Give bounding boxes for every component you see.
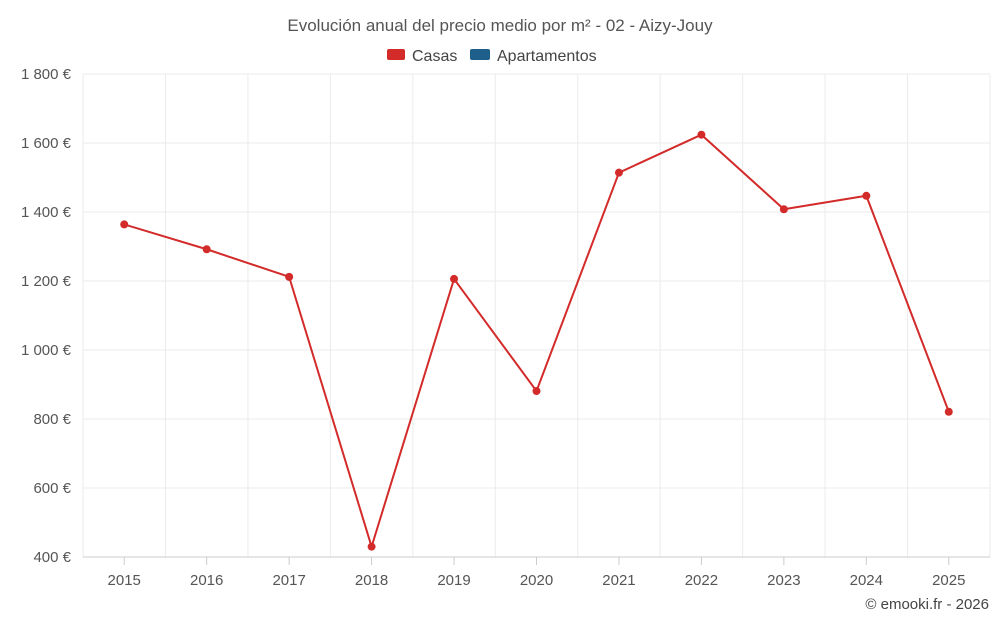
data-point-casas-2017[interactable] (285, 272, 294, 281)
x-tick-label: 2020 (520, 572, 553, 589)
data-point-casas-2023[interactable] (779, 205, 788, 214)
y-tick-label: 400 € (33, 549, 71, 566)
legend-item-apartamentos[interactable]: Apartamentos (470, 48, 597, 65)
legend-swatch-apartamentos (470, 49, 490, 60)
x-tick-label: 2021 (602, 572, 635, 589)
y-tick-label: 1 600 € (21, 135, 72, 152)
x-tick-label: 2016 (190, 572, 223, 589)
credit-text: © emooki.fr - 2026 (865, 596, 989, 613)
x-tick-label: 2015 (108, 572, 141, 589)
y-tick-label: 600 € (33, 480, 71, 497)
y-tick-label: 1 400 € (21, 204, 72, 221)
legend-item-casas[interactable]: Casas (387, 48, 457, 65)
y-tick-label: 1 000 € (21, 342, 72, 359)
data-point-casas-2024[interactable] (862, 191, 871, 200)
legend-swatch-casas (387, 49, 405, 60)
y-tick-label: 1 200 € (21, 273, 72, 290)
x-tick-label: 2024 (850, 572, 883, 589)
gridlines (82, 73, 991, 557)
x-tick-label: 2018 (355, 572, 388, 589)
series-casas (120, 130, 953, 551)
x-tick-label: 2019 (437, 572, 470, 589)
chart-title: Evolución anual del precio medio por m² … (287, 16, 713, 35)
x-tick-label: 2022 (685, 572, 718, 589)
data-point-casas-2019[interactable] (450, 274, 459, 283)
legend-label-casas: Casas (412, 48, 457, 65)
data-point-casas-2022[interactable] (697, 130, 706, 139)
legend: Casas Apartamentos (387, 48, 597, 65)
x-tick-label: 2017 (272, 572, 305, 589)
data-point-casas-2025[interactable] (944, 407, 953, 416)
data-point-casas-2021[interactable] (614, 168, 623, 177)
x-axis-ticks: 2015 2016 2017 2018 2019 2020 2021 2022 2023 2024… (108, 557, 965, 589)
data-point-casas-2020[interactable] (532, 387, 541, 396)
data-point-casas-2018[interactable] (367, 542, 376, 551)
data-point-casas-2016[interactable] (202, 245, 211, 254)
y-tick-label: 800 € (33, 411, 71, 428)
y-tick-label: 1 800 € (21, 66, 72, 83)
data-point-casas-2015[interactable] (120, 220, 129, 229)
x-tick-label: 2023 (767, 572, 800, 589)
legend-label-apartamentos: Apartamentos (497, 48, 597, 65)
y-axis-ticks: 400 € 600 € 800 € 1 000 € 1 200 € 1 400 € 1 60… (21, 66, 72, 566)
x-tick-label: 2025 (932, 572, 965, 589)
